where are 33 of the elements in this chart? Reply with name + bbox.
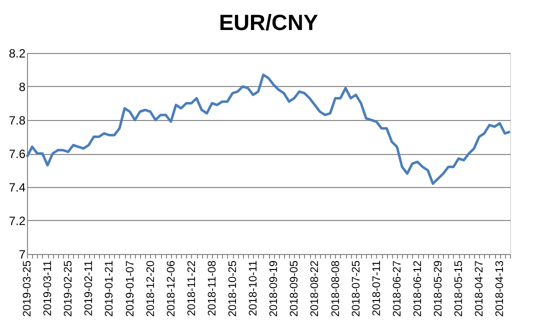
x-tick-label: 2019-02-25 bbox=[62, 260, 75, 317]
x-tick-label: 2019-03-11 bbox=[42, 260, 54, 316]
y-tick-label: 7.6 bbox=[8, 147, 26, 161]
x-tick-label: 2019-03-25 bbox=[22, 260, 34, 317]
x-tick-label: 2018-11-22 bbox=[186, 260, 198, 316]
x-tick-label: 2018-04-13 bbox=[494, 260, 506, 317]
y-tick-label: 7.8 bbox=[8, 114, 26, 128]
x-tick-label: 2018-11-08 bbox=[206, 260, 218, 316]
x-tick-label: 2018-06-12 bbox=[412, 260, 424, 317]
x-tick-label: 2019-01-21 bbox=[104, 260, 116, 317]
y-tick-label: 8.2 bbox=[8, 46, 26, 60]
x-tick-label: 2019-02-11 bbox=[83, 260, 96, 316]
x-tick-label: 2018-09-05 bbox=[288, 260, 301, 317]
y-tick-label: 8 bbox=[18, 80, 26, 94]
y-tick-label: 7.4 bbox=[8, 180, 26, 194]
x-tick-label: 2018-10-11 bbox=[248, 260, 260, 316]
x-tick-label: 2018-12-20 bbox=[144, 260, 157, 317]
x-tick-label: 2018-04-27 bbox=[474, 260, 486, 317]
x-tick-label: 2018-05-15 bbox=[453, 260, 466, 317]
x-tick-label: 2018-08-22 bbox=[309, 260, 322, 317]
x-tick-label: 2018-12-06 bbox=[165, 260, 178, 317]
x-tick-label: 2019-01-07 bbox=[124, 260, 136, 317]
line-series bbox=[26, 74, 512, 185]
x-tick-label: 2018-06-27 bbox=[391, 260, 404, 317]
x-tick-label: 2018-07-11 bbox=[370, 260, 383, 316]
x-tick-label: 2018-10-25 bbox=[227, 260, 240, 317]
x-tick-label: 2018-08-08 bbox=[330, 260, 342, 317]
x-tick-label: 2018-09-19 bbox=[268, 260, 280, 317]
y-tick-label: 7.2 bbox=[8, 214, 26, 228]
x-tick-label: 2018-07-25 bbox=[350, 260, 362, 317]
y-tick-label: 7 bbox=[18, 248, 26, 262]
x-tick-label: 2018-05-29 bbox=[432, 260, 445, 317]
chart-title: EUR/CNY bbox=[218, 10, 318, 35]
